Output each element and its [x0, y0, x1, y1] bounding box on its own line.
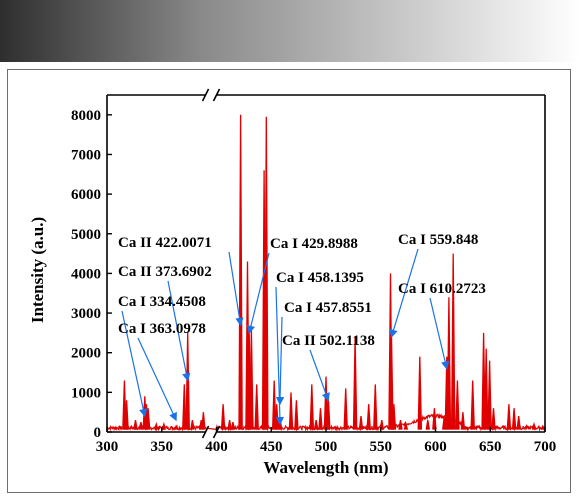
x-tick-label: 600 — [424, 439, 447, 455]
spectral-peak — [460, 412, 466, 430]
spectral-peak — [294, 400, 299, 430]
spectral-peak — [352, 336, 358, 430]
spectral-peak — [343, 388, 348, 430]
spectral-peak — [516, 416, 521, 430]
spectral-peak — [398, 419, 403, 430]
spectral-peak — [182, 384, 187, 430]
y-tick-label: 3000 — [71, 306, 101, 322]
spectral-peak — [249, 328, 254, 430]
peak-annotation-label: Ca II 373.6902 — [118, 264, 212, 280]
spectral-peak — [432, 408, 437, 430]
peak-annotation-arrow — [275, 316, 285, 406]
y-tick-label: 8000 — [71, 108, 101, 124]
spectral-peak — [220, 404, 226, 430]
peak-annotation-label: Ca II 502.1138 — [282, 333, 375, 349]
spectral-peak — [491, 408, 496, 430]
spectral-peak — [446, 297, 452, 430]
spectral-peak — [201, 412, 206, 430]
header-gradient-bar — [0, 0, 580, 62]
spectral-peak — [318, 408, 323, 430]
spectral-peak — [271, 380, 277, 430]
spectral-peak — [455, 380, 460, 430]
peak-annotation-arrow — [121, 310, 148, 418]
spectral-peak — [483, 348, 489, 430]
peak-annotation-arrow — [167, 280, 191, 382]
x-tick-label: 500 — [315, 439, 338, 455]
peak-annotation-label: Ca I 363.0978 — [118, 321, 206, 337]
spectral-peak — [417, 356, 423, 430]
spectral-peak — [358, 416, 364, 430]
axis-break-mark — [201, 88, 210, 102]
spectral-peak — [511, 408, 517, 430]
x-tick-label: 400 — [205, 439, 228, 455]
spectral-peak — [425, 419, 431, 430]
spectral-peak — [230, 421, 236, 430]
peak-annotation-label: Ca I 429.8988 — [270, 236, 358, 252]
peak-annotation-arrow — [309, 349, 330, 402]
spectral-peak — [487, 360, 492, 430]
peak-annotation-arrow — [429, 297, 450, 370]
y-tick-label: 2000 — [71, 346, 101, 362]
axis-break-mark — [212, 88, 221, 102]
peak-annotation-arrow — [246, 252, 270, 335]
spectral-peak — [238, 114, 243, 430]
x-tick-label: 300 — [96, 439, 119, 455]
x-axis-label: Wavelength (nm) — [263, 458, 388, 477]
spectral-peak — [366, 404, 371, 430]
axis-break-mark — [201, 425, 210, 439]
spectral-peak — [145, 408, 151, 430]
y-tick-label: 4000 — [71, 266, 101, 282]
peak-annotation-arrow — [389, 248, 419, 338]
spectral-peak — [309, 384, 315, 430]
spectral-peak — [470, 380, 475, 430]
x-tick-label: 350 — [151, 439, 174, 455]
peak-annotation-arrow — [137, 337, 177, 422]
spectral-peak — [288, 392, 294, 430]
spectral-peak — [133, 419, 138, 430]
spectral-peak — [391, 404, 397, 430]
spectral-peak — [450, 253, 456, 430]
y-tick-label: 0 — [94, 425, 102, 441]
y-tick-label: 7000 — [71, 147, 101, 163]
spectral-peak — [161, 421, 167, 430]
spectral-peak — [403, 421, 409, 430]
spectral-peak — [154, 421, 159, 430]
peak-annotation-label: Ca I 334.4508 — [118, 294, 206, 310]
spectral-peak — [138, 421, 144, 430]
peak-annotation-label: Ca II 422.0071 — [118, 235, 212, 251]
spectral-peak — [254, 384, 259, 430]
x-tick-label: 650 — [479, 439, 502, 455]
spectral-peak — [264, 116, 269, 430]
peak-annotation-label: Ca I 458.1395 — [276, 270, 364, 286]
x-tick-label: 550 — [370, 439, 393, 455]
spectral-peak — [373, 384, 378, 430]
peak-annotation-label: Ca I 559.848 — [398, 232, 478, 248]
spectral-peak — [173, 424, 179, 430]
spectral-peak — [531, 421, 537, 430]
spectral-peak — [185, 332, 190, 430]
spectral-peak — [190, 419, 195, 430]
y-tick-label: 1000 — [71, 385, 101, 401]
spectral-peak — [227, 419, 232, 430]
peak-annotation-label: Ca I 610.2723 — [398, 281, 486, 297]
y-axis-label: Intensity (a.u.) — [28, 217, 47, 323]
x-tick-label: 450 — [260, 439, 283, 455]
peak-annotation-arrow — [228, 251, 244, 327]
y-tick-label: 6000 — [71, 187, 101, 203]
figure-frame — [7, 69, 571, 493]
y-tick-label: 5000 — [71, 227, 101, 243]
spectral-peak — [313, 419, 319, 430]
spectral-peak — [124, 400, 129, 430]
x-tick-label: 700 — [534, 439, 557, 455]
spectral-peak — [506, 404, 512, 430]
spectral-peak — [540, 424, 545, 430]
peak-annotation-label: Ca I 457.8551 — [284, 300, 372, 316]
